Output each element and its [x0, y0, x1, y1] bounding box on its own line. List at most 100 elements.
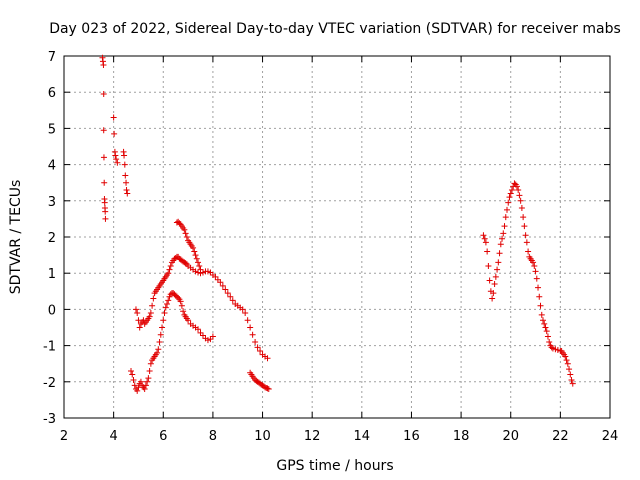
data-point	[185, 317, 192, 324]
data-point	[518, 205, 525, 212]
y-tick-label: 2	[48, 231, 56, 246]
data-point	[155, 346, 162, 353]
data-point	[182, 230, 189, 237]
series-sat-f-peak	[173, 218, 204, 273]
data-point	[224, 290, 231, 297]
data-point	[257, 348, 264, 355]
data-point	[147, 310, 154, 317]
data-point	[264, 385, 271, 392]
data-point	[134, 310, 141, 317]
data-point	[567, 371, 574, 378]
data-point	[132, 306, 139, 313]
x-tick-label: 20	[502, 429, 519, 444]
data-point	[254, 344, 261, 351]
data-point	[490, 290, 497, 297]
data-point	[489, 295, 496, 302]
x-tick-label: 2	[60, 429, 68, 444]
data-point	[163, 300, 170, 307]
series-sat-g-late	[247, 369, 272, 393]
data-point	[531, 262, 538, 269]
data-point	[209, 333, 216, 340]
data-point	[195, 326, 202, 333]
data-point	[124, 190, 131, 197]
data-point	[523, 239, 530, 246]
data-point	[195, 259, 202, 266]
x-tick-label: 6	[159, 429, 167, 444]
data-point	[500, 230, 507, 237]
data-point	[497, 241, 504, 248]
data-point	[494, 266, 501, 273]
data-point	[505, 199, 512, 206]
data-point	[122, 172, 129, 179]
data-point	[145, 375, 152, 382]
data-point	[162, 304, 169, 311]
x-tick-label: 22	[552, 429, 569, 444]
data-point	[129, 371, 136, 378]
data-point	[542, 324, 549, 331]
data-point	[101, 199, 108, 206]
data-point	[492, 273, 499, 280]
data-point	[112, 152, 119, 159]
x-tick-label: 18	[453, 429, 470, 444]
x-tick-label: 12	[304, 429, 321, 444]
data-point	[533, 275, 540, 282]
data-point	[159, 324, 166, 331]
data-point	[513, 183, 520, 190]
data-point	[128, 367, 135, 374]
data-point	[191, 248, 198, 255]
data-point	[504, 206, 511, 213]
data-point	[563, 357, 570, 364]
data-point	[535, 284, 542, 291]
data-point	[114, 159, 121, 166]
data-point	[536, 293, 543, 300]
data-point	[264, 355, 271, 362]
data-point	[548, 344, 555, 351]
data-point	[166, 266, 173, 273]
data-point	[495, 259, 502, 266]
data-point	[566, 366, 573, 373]
data-point	[110, 114, 117, 121]
data-point	[131, 382, 138, 389]
data-point	[480, 232, 487, 239]
data-point	[502, 214, 509, 221]
data-point	[192, 252, 199, 259]
data-point	[183, 234, 190, 240]
data-point	[175, 294, 182, 301]
data-point	[522, 232, 529, 239]
data-point	[521, 223, 528, 230]
data-point	[229, 297, 236, 304]
y-tick-label: 5	[48, 122, 56, 137]
series-sat-e-upper	[132, 253, 271, 362]
chart-title: Day 023 of 2022, Sidereal Day-to-day VTE…	[49, 21, 621, 37]
data-point	[150, 295, 157, 302]
y-tick-label: -3	[43, 412, 56, 427]
data-point	[530, 259, 537, 266]
data-point	[541, 320, 548, 327]
data-point	[167, 262, 174, 269]
data-point	[481, 235, 488, 242]
data-point	[491, 281, 498, 288]
data-point	[166, 293, 173, 300]
data-point	[146, 313, 153, 320]
data-point	[219, 282, 226, 289]
data-point	[146, 367, 153, 374]
data-point	[517, 197, 524, 204]
data-point	[160, 317, 167, 324]
y-tick-label: -2	[43, 376, 56, 391]
data-point	[562, 353, 569, 360]
x-axis-label: GPS time / hours	[276, 458, 393, 474]
tick-layer	[63, 55, 611, 419]
data-point	[532, 268, 539, 275]
data-point	[100, 91, 107, 98]
data-point	[147, 360, 154, 367]
data-point	[515, 186, 522, 193]
data-point	[543, 328, 550, 335]
data-point	[177, 298, 184, 305]
data-point	[100, 127, 107, 134]
data-point	[142, 382, 149, 389]
data-point	[249, 331, 256, 338]
data-point	[537, 302, 544, 309]
x-tick-label: 8	[209, 429, 217, 444]
data-point	[102, 215, 109, 222]
data-point	[161, 310, 168, 317]
